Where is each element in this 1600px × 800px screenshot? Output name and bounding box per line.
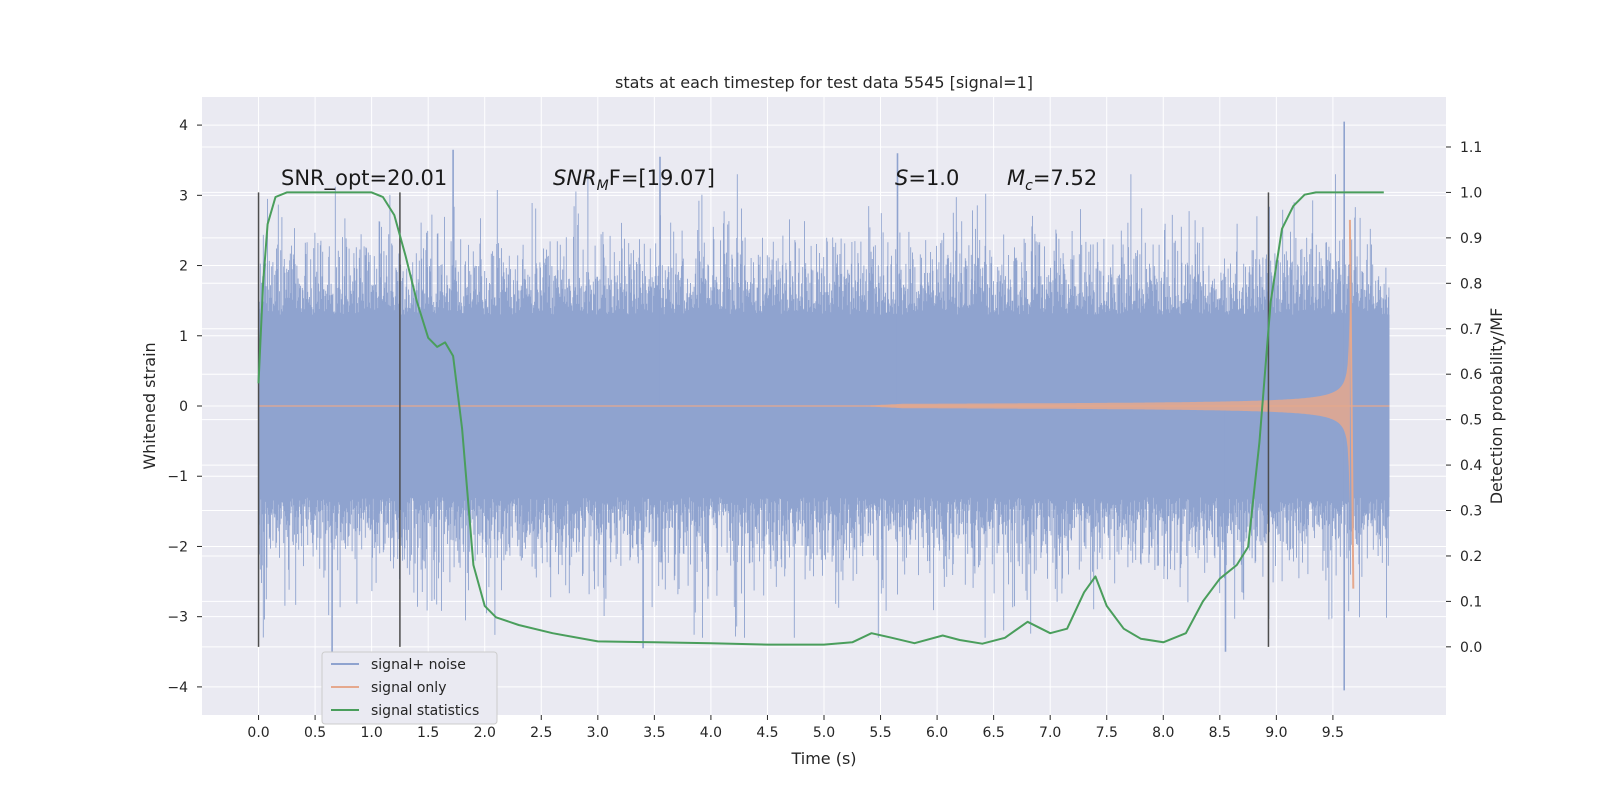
- y-axis-ticks: 4 3 2 1 0 −1 −2 −3 −4: [167, 118, 202, 696]
- x-tick-label: 0.5: [304, 725, 326, 741]
- noise-extreme-spikes: [331, 121, 1345, 691]
- x-tick-label: 5.5: [869, 725, 891, 741]
- legend: signal+ noise signal only signal statist…: [321, 651, 498, 725]
- x-tick-label: 6.0: [926, 725, 948, 741]
- signal-series: [258, 219, 1390, 589]
- signal-envelope: [857, 306, 1350, 506]
- snr-mf-rest: F=[19.07]: [609, 166, 715, 190]
- y-tick-label: −3: [167, 610, 188, 626]
- y2-tick-label: 0.5: [1460, 413, 1482, 429]
- y-tick-label: 0: [179, 399, 188, 415]
- mc-annotation: Mc=7.52: [1007, 166, 1097, 194]
- annotations: SNR_opt=20.01 SNRMF=[19.07] S=1.0 Mc=7.5…: [281, 166, 1097, 194]
- x-tick-label: 2.0: [474, 725, 496, 741]
- y2-tick-label: 0.7: [1460, 322, 1482, 338]
- vertical-markers: [257, 192, 1270, 647]
- y2-axis-label: Detection probability/MF: [1487, 308, 1506, 505]
- legend-label-signal: signal only: [371, 680, 446, 696]
- x-tick-label: 4.5: [756, 725, 778, 741]
- y-axis-label: Whitened strain: [140, 342, 159, 469]
- x-tick-label: 7.0: [1039, 725, 1061, 741]
- y2-axis-ticks: 1.1 1.0 0.9 0.8 0.7 0.6 0.5 0.4 0.3 0.2 0.1 0.0: [1446, 140, 1482, 656]
- snr-mf-main: SNR: [553, 166, 597, 190]
- x-tick-label: 9.5: [1322, 725, 1344, 741]
- y2-tick-label: 0.4: [1460, 458, 1482, 474]
- y2-tick-label: 0.9: [1460, 231, 1482, 247]
- snr-mf-annotation: SNRMF=[19.07]: [553, 166, 715, 194]
- x-tick-label: 9.0: [1265, 725, 1287, 741]
- y-tick-label: 4: [179, 118, 188, 134]
- mc-main: M: [1007, 166, 1025, 190]
- x-tick-label: 7.5: [1096, 725, 1118, 741]
- x-tick-label: 3.5: [643, 725, 665, 741]
- y2-tick-label: 0.2: [1460, 549, 1482, 565]
- y-tick-label: 3: [179, 188, 188, 204]
- chart-title: stats at each timestep for test data 554…: [615, 73, 1033, 92]
- legend-label-stat: signal statistics: [371, 703, 479, 719]
- x-tick-label: 0.0: [247, 725, 269, 741]
- x-tick-label: 1.5: [417, 725, 439, 741]
- x-tick-label: 1.0: [361, 725, 383, 741]
- y2-tick-label: 1.0: [1460, 185, 1482, 201]
- y-tick-label: 1: [179, 329, 188, 345]
- legend-label-noise: signal+ noise: [371, 657, 466, 673]
- statistics-series: [257, 191, 1384, 646]
- y2-tick-label: 0.6: [1460, 367, 1482, 383]
- y2-tick-label: 0.1: [1460, 594, 1482, 610]
- y2-tick-label: 0.0: [1460, 640, 1482, 656]
- y-tick-label: −2: [167, 539, 188, 555]
- snr-mf-sub: M: [597, 178, 609, 194]
- y-tick-label: −1: [167, 469, 188, 485]
- x-tick-label: 2.5: [530, 725, 552, 741]
- x-tick-label: 8.5: [1209, 725, 1231, 741]
- legend-box: [321, 651, 498, 725]
- mc-sub: c: [1025, 178, 1033, 194]
- y-tick-label: −4: [167, 680, 188, 696]
- y2-tick-label: 0.3: [1460, 504, 1482, 520]
- s-main: S: [895, 166, 908, 190]
- signal-merger: [1348, 219, 1355, 589]
- y2-tick-label: 0.8: [1460, 276, 1482, 292]
- x-tick-label: 6.5: [983, 725, 1005, 741]
- y-tick-label: 2: [179, 259, 188, 275]
- x-tick-label: 3.0: [587, 725, 609, 741]
- mc-rest: =7.52: [1033, 166, 1097, 190]
- y2-tick-label: 1.1: [1460, 140, 1482, 156]
- statistics-line: [257, 191, 1384, 646]
- s-annotation: S=1.0: [895, 166, 959, 190]
- x-tick-label: 4.0: [700, 725, 722, 741]
- plot-content: [257, 121, 1390, 691]
- snr-opt-annotation: SNR_opt=20.01: [281, 166, 447, 191]
- s-rest: =1.0: [908, 166, 959, 190]
- x-axis-label: Time (s): [790, 749, 856, 768]
- x-tick-label: 5.0: [813, 725, 835, 741]
- x-tick-label: 8.0: [1152, 725, 1174, 741]
- x-axis-ticks: 0.0 0.5 1.0 1.5 2.0 2.5 3.0 3.5 4.0 4.5 5.0 5.5 6.0 6…: [247, 715, 1344, 741]
